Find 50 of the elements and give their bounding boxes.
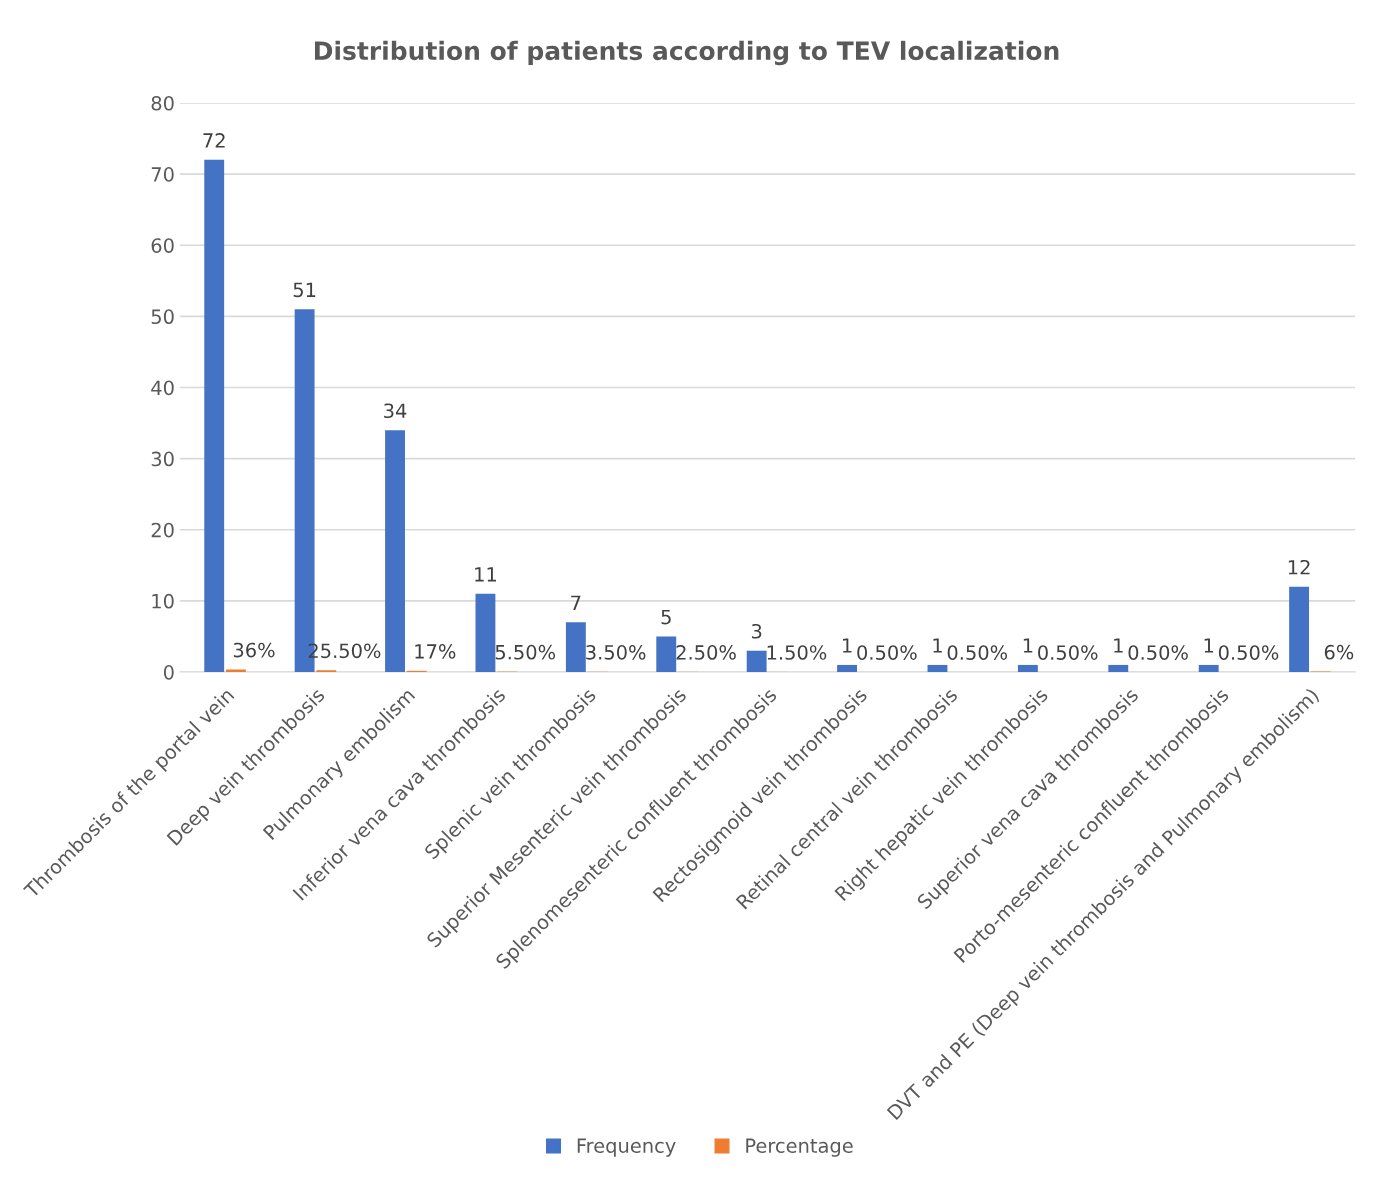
data-label: 12 bbox=[1288, 559, 1310, 575]
data-label: 0.50% bbox=[1128, 645, 1188, 660]
data-label: 1 bbox=[1114, 638, 1123, 653]
data-label: 6% bbox=[1324, 644, 1354, 660]
data-label: 3 bbox=[751, 623, 762, 639]
bar bbox=[1289, 586, 1310, 673]
bar bbox=[225, 669, 246, 673]
data-label: 0.50% bbox=[857, 645, 917, 660]
bar bbox=[927, 664, 948, 673]
data-label: 36% bbox=[233, 642, 275, 658]
y-tick-label: 20 bbox=[151, 522, 174, 538]
bar bbox=[656, 636, 677, 673]
data-label: 1 bbox=[843, 638, 852, 653]
data-label: 0.50% bbox=[1038, 645, 1098, 660]
data-label: 11 bbox=[475, 567, 497, 582]
bar bbox=[1017, 664, 1038, 673]
data-label: 2.50% bbox=[676, 645, 736, 660]
data-label: 0.50% bbox=[1218, 645, 1279, 660]
data-label: 1 bbox=[933, 638, 942, 653]
y-tick-label: 30 bbox=[151, 451, 174, 467]
y-tick-label: 10 bbox=[152, 593, 174, 609]
legend-label: Percentage bbox=[746, 1138, 853, 1157]
data-label: 51 bbox=[293, 282, 316, 298]
data-label: 3.50% bbox=[586, 644, 646, 660]
bar bbox=[746, 650, 767, 673]
data-label: 1 bbox=[1023, 638, 1033, 653]
y-tick-label: 50 bbox=[151, 309, 174, 325]
bar bbox=[385, 430, 405, 673]
bar bbox=[475, 593, 496, 673]
y-tick-label: 80 bbox=[151, 95, 174, 111]
bar bbox=[204, 159, 225, 673]
bar bbox=[565, 622, 586, 673]
bar bbox=[837, 664, 858, 673]
data-label: 1.50% bbox=[767, 645, 827, 660]
legend-label: Frequency bbox=[577, 1138, 676, 1157]
data-label: 0.50% bbox=[947, 645, 1008, 660]
y-tick-label: 60 bbox=[151, 238, 174, 253]
data-label: 72 bbox=[203, 133, 225, 148]
data-label: 7 bbox=[571, 595, 581, 610]
data-label: 17% bbox=[415, 644, 456, 659]
data-label: 5.50% bbox=[495, 644, 556, 660]
data-label: 34 bbox=[384, 403, 407, 419]
bar bbox=[1108, 664, 1129, 673]
y-tick-label: 40 bbox=[151, 380, 174, 396]
bar bbox=[1198, 664, 1219, 673]
y-tick-label: 0 bbox=[163, 665, 174, 680]
data-label: 5 bbox=[661, 609, 671, 625]
data-label: 1 bbox=[1204, 638, 1214, 653]
chart-title: Distribution of patients according to TEV localization bbox=[314, 40, 1059, 66]
y-tick-label: 70 bbox=[151, 167, 174, 182]
